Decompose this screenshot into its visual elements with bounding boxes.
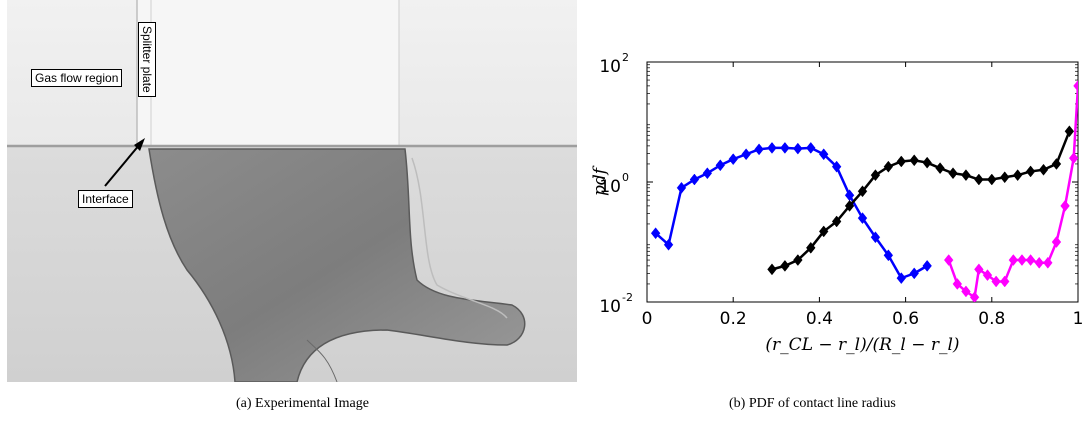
plot-frame (646, 61, 1079, 303)
data-point (857, 185, 868, 198)
caption-experimental-image: (a) Experimental Image (236, 396, 369, 411)
data-point (831, 160, 842, 173)
data-point (1012, 169, 1023, 182)
interface-label: Interface (78, 190, 133, 208)
data-point (1038, 163, 1049, 176)
data-point (767, 142, 777, 154)
data-point (909, 267, 919, 280)
data-point (715, 159, 725, 172)
data-point (1025, 254, 1036, 266)
data-point (1064, 125, 1075, 138)
data-point (741, 148, 751, 161)
data-point (689, 173, 700, 186)
series-line (654, 146, 928, 280)
data-point (1068, 152, 1078, 165)
x-tick-label: 0 (642, 309, 653, 329)
y-tick-exponent: 2 (622, 51, 629, 64)
data-point (952, 278, 963, 290)
series-2 (943, 79, 1078, 302)
x-tick-label: 0.4 (806, 309, 833, 329)
x-tick-label: 0.8 (978, 309, 1005, 329)
y-tick-exponent: -2 (622, 291, 633, 304)
data-point (961, 169, 971, 182)
data-point (1017, 254, 1027, 266)
y-tick-base: 10 (599, 297, 621, 317)
data-point (780, 259, 790, 272)
data-point (1008, 254, 1019, 266)
data-point (793, 254, 803, 266)
data-point (831, 215, 842, 228)
data-point (650, 227, 661, 240)
data-point (896, 272, 907, 285)
x-axis-label: (r_CL − r_l)/(R_l − r_l) (765, 335, 959, 355)
data-point (982, 269, 993, 282)
data-point (1051, 236, 1062, 248)
experimental-image-panel: Gas flow region Splitter plate Interface (7, 0, 577, 382)
data-point (844, 199, 855, 212)
y-tick-base: 10 (599, 177, 621, 197)
experimental-photo (7, 0, 577, 382)
y-tick-exponent: 0 (622, 171, 629, 184)
chart-series (650, 79, 1078, 302)
caption-pdf-contact-line: (b) PDF of contact line radius (729, 396, 896, 411)
data-point (676, 181, 687, 194)
data-point (987, 173, 997, 186)
data-point (922, 259, 932, 272)
data-point (702, 167, 713, 180)
x-tick-label: 1 (1073, 309, 1083, 329)
data-point (1043, 256, 1053, 269)
data-point (818, 225, 829, 238)
data-point (1000, 275, 1010, 288)
data-point (728, 153, 738, 166)
series-1 (767, 125, 1075, 276)
y-tick-label: 10 2 (599, 51, 629, 77)
data-point (1073, 79, 1078, 92)
data-point (974, 263, 984, 276)
x-tick-label: 0.2 (720, 309, 747, 329)
data-point (663, 238, 674, 251)
data-point (961, 285, 971, 298)
data-point (922, 156, 932, 169)
data-point (806, 241, 816, 254)
y-axis-label: pdf (590, 165, 610, 196)
data-point (870, 169, 881, 182)
data-point (1060, 199, 1070, 212)
y-tick-base: 10 (599, 57, 621, 77)
data-point (1025, 165, 1036, 178)
data-point (806, 142, 816, 154)
pdf-chart-panel: 0 0.2 0.4 0.6 0.8 1 10 -2 10 0 10 2 pdf (r_CL − r_l… (585, 40, 1083, 370)
data-point (857, 212, 868, 225)
data-point (969, 291, 980, 302)
data-point (767, 263, 777, 276)
data-point (948, 167, 958, 180)
data-point (1034, 256, 1044, 269)
data-point (935, 162, 945, 175)
data-point (991, 275, 1001, 288)
gas-flow-region-label: Gas flow region (31, 69, 123, 87)
data-point (780, 142, 790, 154)
data-point (896, 155, 907, 168)
x-tick-label: 0.6 (892, 309, 919, 329)
splitter-plate-label: Splitter plate (138, 22, 156, 97)
data-point (909, 154, 919, 167)
y-tick-label: 10 -2 (599, 291, 633, 317)
y-tick-label: 10 0 (599, 171, 629, 197)
chart-axes (646, 61, 1079, 303)
data-point (818, 148, 829, 161)
data-point (883, 160, 894, 173)
data-point (754, 143, 764, 156)
data-point (943, 254, 954, 266)
data-point (870, 231, 881, 244)
data-point (793, 142, 803, 155)
data-point (974, 173, 984, 186)
data-point (1000, 171, 1010, 184)
series-0 (650, 142, 932, 285)
data-point (1051, 158, 1062, 170)
data-point (883, 249, 894, 262)
